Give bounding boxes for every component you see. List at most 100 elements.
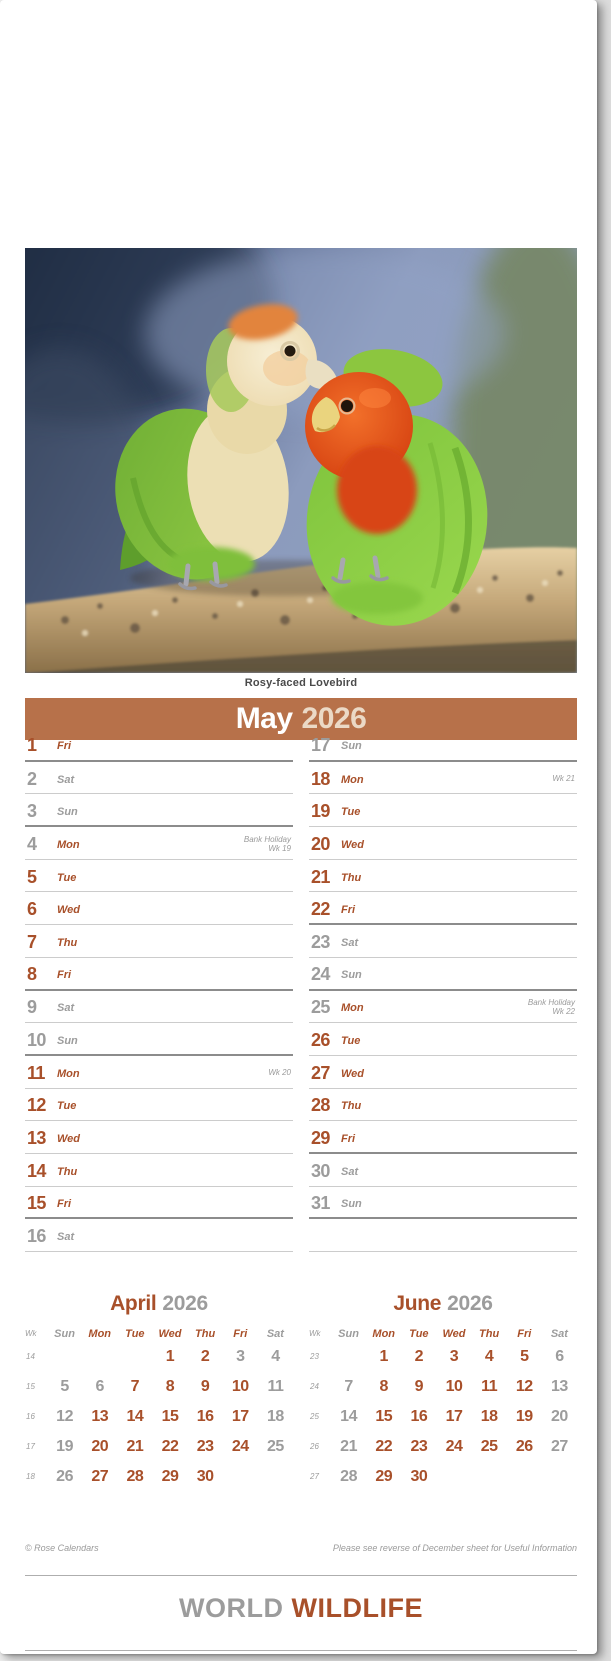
reverse-note-text: Please see reverse of December sheet for… [332, 1543, 577, 1553]
day-number: 4 [27, 833, 37, 854]
mini-day-7: 7 [130, 1378, 140, 1395]
day-number: 8 [27, 964, 37, 985]
mini-day-15: 15 [375, 1408, 393, 1425]
mini-day-9: 9 [414, 1378, 424, 1395]
day-name: Fri [341, 1132, 356, 1145]
day-name: Thu [341, 1100, 362, 1113]
mini-day-18: 18 [267, 1408, 284, 1425]
calendar-day-row-1: 1 Fri [25, 729, 293, 762]
lovebird-photo-art [25, 248, 577, 673]
mini-dow-sun: Sun [54, 1328, 75, 1340]
week-number: 23 [310, 1352, 319, 1361]
mini-day-22: 22 [161, 1438, 179, 1455]
lovebird-photo [25, 248, 577, 673]
day-number: 25 [311, 997, 330, 1018]
mini-day-5: 5 [520, 1348, 529, 1365]
mini-day-16: 16 [410, 1408, 428, 1425]
day-number: 28 [311, 1095, 330, 1116]
day-number: 5 [27, 866, 37, 887]
day-name: Mon [341, 1002, 364, 1015]
mini-day-30: 30 [410, 1468, 428, 1485]
day-number: 20 [311, 833, 330, 854]
day-note-line: Wk 20 [268, 1068, 291, 1078]
calendar-day-row-26: 26 Tue [309, 1023, 577, 1056]
calendar-day-row-21: 21 Thu [309, 860, 577, 893]
mini-day-6: 6 [95, 1378, 105, 1395]
mini-day-25: 25 [480, 1438, 498, 1455]
calendar-day-row-28: 28 Thu [309, 1089, 577, 1122]
day-name: Mon [57, 1067, 80, 1080]
day-number: 18 [311, 768, 330, 789]
calendar-day-row-8: 8 Fri [25, 958, 293, 991]
mini-day-empty [331, 1342, 366, 1372]
month-name: May [235, 702, 293, 735]
calendar-day-row-7: 7 Thu [25, 925, 293, 958]
mini-day-16: 16 [196, 1408, 214, 1425]
calendar-day-row-15: 15 Fri [25, 1187, 293, 1220]
day-number: 1 [27, 735, 37, 756]
day-name: Mon [341, 773, 364, 786]
mini-month-name: June [393, 1292, 442, 1315]
mini-day-9: 9 [200, 1378, 210, 1395]
mini-grid: Wk Sun Mon Tue Wed Thu Fri Sat 23 1 2 3 4 5 6 24 7 8 9 10 11… [309, 1326, 577, 1492]
mini-day-3: 3 [236, 1348, 245, 1365]
mini-day-1: 1 [165, 1348, 175, 1365]
week-number: 17 [26, 1442, 35, 1451]
mini-day-30: 30 [196, 1468, 214, 1485]
day-name: Mon [57, 838, 80, 851]
brand-title: WORLD WILDLIFE [25, 1593, 577, 1624]
day-number: 7 [27, 931, 37, 952]
mini-dow-tue: Tue [125, 1328, 145, 1340]
mini-day-empty [436, 1462, 471, 1492]
mini-day-29: 29 [161, 1468, 179, 1485]
calendar-day-row-6: 6 Wed [25, 892, 293, 926]
right-bird [305, 349, 488, 626]
mini-day-17: 17 [445, 1408, 463, 1425]
mini-day-18: 18 [480, 1408, 498, 1425]
day-number: 27 [311, 1062, 330, 1083]
mini-day-23: 23 [410, 1438, 428, 1455]
mini-day-26: 26 [56, 1468, 73, 1485]
mini-day-24: 24 [231, 1438, 249, 1455]
mini-day-6: 6 [555, 1348, 564, 1365]
calendar-day-row-5: 5 Tue [25, 860, 293, 893]
day-notes: Bank Holiday Wk 22 [528, 996, 575, 1016]
mini-day-empty [472, 1462, 507, 1492]
mini-title: June 2026 [309, 1292, 577, 1316]
mini-day-27: 27 [91, 1468, 109, 1485]
day-number: 30 [311, 1160, 330, 1181]
calendar-day-row-18: 18 Mon Wk 21 [309, 762, 577, 795]
calendar-day-row-27: 27 Wed [309, 1056, 577, 1089]
week-column-header: Wk [25, 1329, 37, 1338]
day-number: 16 [27, 1226, 46, 1247]
day-number: 17 [311, 735, 330, 756]
calendar-day-row-12: 12 Tue [25, 1089, 293, 1122]
mini-day-12: 12 [56, 1408, 73, 1425]
mini-day-14: 14 [340, 1408, 357, 1425]
day-notes: Bank Holiday Wk 19 [244, 833, 291, 853]
calendar-day-row-10: 10 Sun [25, 1023, 293, 1056]
calendar-day-row-24: 24 Sun [309, 958, 577, 991]
day-note-line: Wk 19 [268, 843, 291, 853]
calendar-day-row-22: 22 Fri [309, 892, 577, 926]
mini-day-29: 29 [375, 1468, 393, 1485]
mini-day-2: 2 [200, 1348, 210, 1365]
mini-dow-fri: Fri [517, 1328, 532, 1340]
mini-day-empty [82, 1342, 117, 1372]
calendar-day-row-9: 9 Sat [25, 991, 293, 1024]
mini-month-year: 2026 [162, 1292, 208, 1315]
divider-rule-top [25, 1575, 577, 1576]
day-name: Wed [57, 1133, 81, 1146]
day-number: 13 [27, 1128, 46, 1149]
mini-day-26: 26 [515, 1438, 533, 1455]
day-number: 22 [311, 898, 330, 919]
brand-word-wildlife: WILDLIFE [291, 1593, 423, 1623]
mini-day-21: 21 [340, 1438, 357, 1455]
day-name: Fri [57, 740, 72, 753]
main-calendar: 1 Fri 2 Sat 3 Sun 4 Mon Bank Holiday Wk 19 5 Tue 6 We… [25, 729, 577, 1252]
mini-dow-mon: Mon [88, 1328, 112, 1340]
day-number: 15 [27, 1192, 46, 1213]
mini-day-22: 22 [375, 1438, 393, 1455]
mini-day-15: 15 [161, 1408, 179, 1425]
mini-day-21: 21 [126, 1438, 144, 1455]
